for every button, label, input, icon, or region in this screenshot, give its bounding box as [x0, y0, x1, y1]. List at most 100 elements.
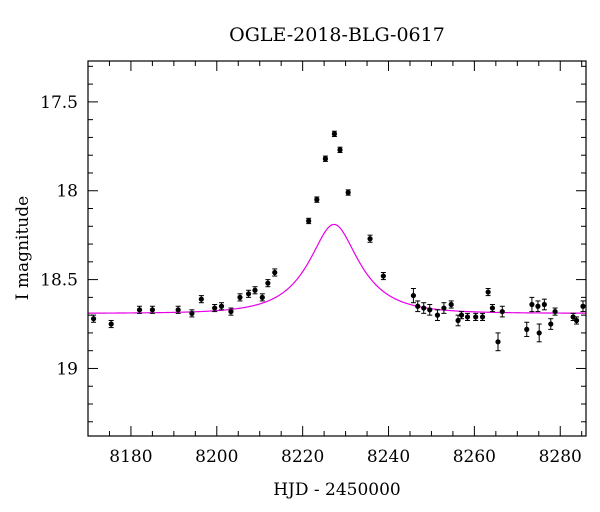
data-point: [212, 303, 218, 313]
data-marker: [331, 131, 338, 137]
data-point: [580, 300, 586, 313]
data-point: [552, 307, 558, 316]
data-point: [479, 312, 486, 321]
data-marker: [218, 303, 225, 309]
data-marker: [541, 301, 547, 308]
data-point: [367, 234, 373, 243]
data-marker: [136, 307, 143, 313]
data-point: [448, 300, 454, 309]
x-tick-label: 8280: [539, 447, 582, 467]
data-point: [441, 302, 447, 314]
x-tick-label: 8220: [281, 447, 324, 467]
data-marker: [441, 305, 447, 311]
data-point: [331, 130, 338, 138]
data-point: [252, 286, 258, 295]
data-point: [573, 316, 580, 325]
data-point: [245, 289, 252, 298]
data-marker: [149, 307, 155, 313]
data-marker: [421, 305, 427, 311]
data-point: [434, 309, 441, 321]
data-point: [189, 309, 195, 318]
data-marker: [524, 326, 530, 332]
data-marker: [237, 294, 243, 300]
data-point: [149, 305, 155, 314]
y-tick-label: 19: [56, 359, 78, 379]
data-point: [421, 302, 427, 314]
plot-area: [88, 130, 586, 352]
data-point: [228, 307, 234, 316]
data-point: [473, 312, 479, 321]
data-marker: [380, 273, 386, 279]
data-point: [410, 287, 417, 304]
plot-frame: [87, 60, 587, 437]
data-marker: [479, 314, 486, 320]
data-point: [237, 293, 243, 302]
data-point: [524, 321, 530, 337]
y-tick-label: 18: [56, 182, 78, 202]
data-marker: [345, 189, 351, 196]
y-tick-label: 17.5: [40, 93, 78, 113]
data-point: [108, 319, 114, 329]
data-point: [380, 271, 386, 281]
data-marker: [548, 321, 554, 327]
data-marker: [272, 269, 278, 276]
data-point: [175, 305, 181, 314]
data-point: [322, 155, 329, 162]
data-point: [136, 305, 143, 314]
data-point: [337, 146, 343, 154]
data-marker: [573, 317, 580, 324]
data-marker: [265, 280, 271, 286]
data-marker: [495, 339, 501, 345]
x-tick-label: 8180: [109, 447, 152, 467]
data-marker: [175, 307, 181, 313]
data-marker: [337, 147, 343, 153]
data-point: [541, 298, 547, 311]
data-point: [535, 300, 541, 313]
data-marker: [252, 287, 258, 293]
data-point: [489, 303, 496, 313]
data-marker: [529, 301, 535, 308]
data-marker: [473, 314, 479, 320]
data-point: [548, 318, 554, 330]
data-marker: [410, 292, 417, 299]
data-point: [495, 332, 501, 352]
data-point: [345, 189, 351, 196]
x-tick-label: 8240: [367, 447, 410, 467]
data-marker: [90, 316, 97, 322]
data-marker: [458, 312, 465, 318]
data-point: [529, 296, 535, 313]
data-marker: [427, 307, 433, 313]
data-point: [570, 312, 576, 321]
data-marker: [552, 308, 558, 315]
x-tick-label: 8260: [453, 447, 496, 467]
data-marker: [322, 156, 329, 162]
data-marker: [489, 305, 496, 311]
data-marker: [570, 314, 576, 320]
data-point: [499, 305, 505, 318]
data-marker: [485, 289, 491, 295]
x-axis-label: HJD - 2450000: [273, 480, 401, 500]
data-point: [464, 312, 471, 321]
data-marker: [189, 310, 195, 316]
data-point: [314, 196, 320, 203]
data-point: [427, 303, 433, 316]
data-marker: [367, 236, 373, 242]
data-marker: [536, 330, 542, 336]
data-point: [259, 293, 265, 302]
data-point: [198, 295, 204, 304]
data-point: [272, 268, 278, 277]
data-marker: [580, 303, 586, 309]
chart-title: OGLE-2018-BLG-0617: [229, 24, 445, 46]
y-tick-label: 18.5: [40, 271, 78, 291]
data-point: [415, 300, 421, 313]
data-marker: [306, 218, 312, 224]
data-marker: [245, 291, 252, 297]
data-point: [90, 314, 97, 323]
data-point: [458, 311, 465, 320]
data-marker: [212, 305, 218, 311]
data-marker: [434, 312, 441, 318]
data-marker: [448, 301, 454, 308]
data-marker: [535, 303, 541, 309]
y-axis-label: I magnitude: [13, 196, 33, 300]
data-marker: [464, 314, 471, 320]
